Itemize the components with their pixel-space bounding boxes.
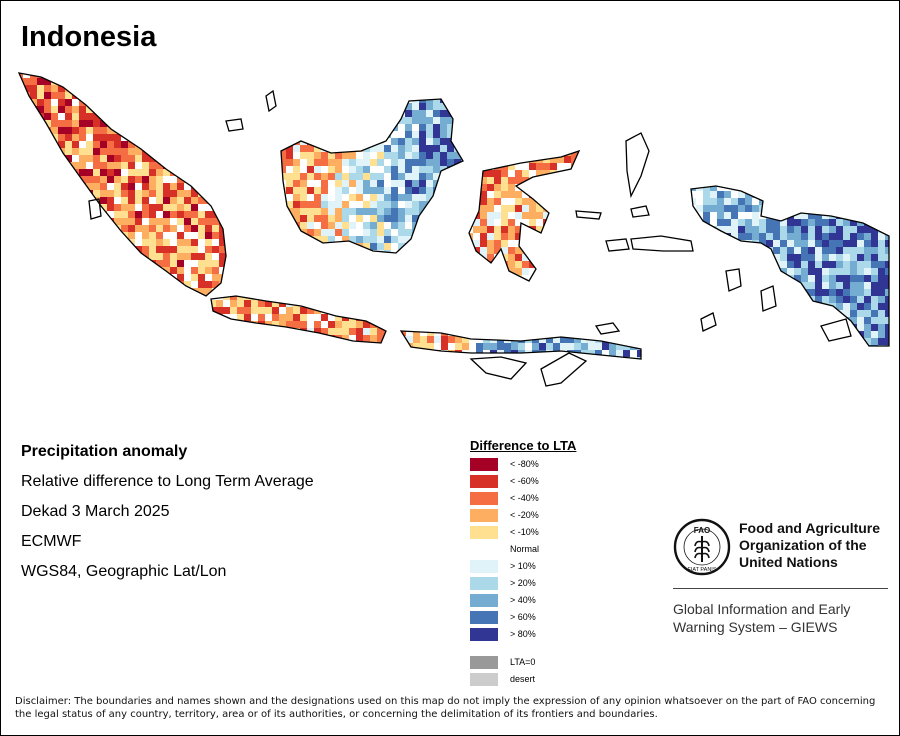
info-heading: Precipitation anomaly <box>21 443 188 460</box>
legend-label: > 10% <box>510 561 536 571</box>
map-title: Indonesia <box>21 21 157 53</box>
legend-label: < -10% <box>510 527 539 537</box>
giews-line1: Global Information and Early <box>673 601 851 617</box>
fao-block: FAO FIAT PANIS Food and Agriculture Orga… <box>673 518 895 648</box>
fao-emblem-motto: FIAT PANIS <box>687 567 716 573</box>
fao-emblem: FAO FIAT PANIS <box>673 518 731 576</box>
map-legend: Difference to LTA < -80% < -60% < -40% < -2… <box>470 438 610 686</box>
legend-label: desert <box>510 674 536 684</box>
anomaly-grid-nusa <box>401 331 641 359</box>
fao-name-line3: United Nations <box>739 554 838 570</box>
giews-line2: Warning System – GIEWS <box>673 619 838 635</box>
fao-emblem-letters: FAO <box>694 526 710 535</box>
anomaly-grid-sumatra <box>19 73 226 296</box>
map-info: Precipitation anomaly Relative differenc… <box>21 443 314 593</box>
legend-swatch <box>470 673 498 686</box>
fao-organization-name: Food and Agriculture Organization of the… <box>739 520 899 571</box>
precipitation-map <box>17 72 890 387</box>
legend-swatch <box>470 560 498 573</box>
legend-swatch <box>470 492 498 505</box>
legend-label: < -40% <box>510 493 539 503</box>
legend-label: < -80% <box>510 459 539 469</box>
fao-divider <box>673 588 888 589</box>
info-description: Relative difference to Long Term Average <box>21 473 314 490</box>
legend-swatch <box>470 509 498 522</box>
legend-label: LTA=0 <box>510 657 536 667</box>
legend-label: < -60% <box>510 476 539 486</box>
legend-swatch <box>470 577 498 590</box>
legend-swatch <box>470 628 498 641</box>
disclaimer: Disclaimer: The boundaries and names sho… <box>15 696 876 720</box>
legend-label: < -20% <box>510 510 539 520</box>
legend-label: > 60% <box>510 612 536 622</box>
legend-swatch <box>470 526 498 539</box>
legend-label: > 40% <box>510 595 536 605</box>
legend-swatch <box>470 475 498 488</box>
legend-swatch <box>470 594 498 607</box>
legend-label: Normal <box>510 544 540 554</box>
legend-title: Difference to LTA <box>470 438 577 453</box>
info-projection: WGS84, Geographic Lat/Lon <box>21 563 227 580</box>
legend-label: > 20% <box>510 578 536 588</box>
info-source: ECMWF <box>21 533 82 550</box>
legend-swatch <box>470 656 498 669</box>
legend-swatch <box>470 543 498 556</box>
giews-name: Global Information and Early Warning Sys… <box>673 600 893 636</box>
fao-name-line1: Food and Agriculture <box>739 520 881 536</box>
info-period: Dekad 3 March 2025 <box>21 503 170 520</box>
legend-swatch <box>470 611 498 624</box>
anomaly-grid-papua <box>691 186 889 346</box>
fao-name-line2: Organization of the <box>739 537 867 553</box>
legend-swatch <box>470 458 498 471</box>
legend-label: > 80% <box>510 629 536 639</box>
